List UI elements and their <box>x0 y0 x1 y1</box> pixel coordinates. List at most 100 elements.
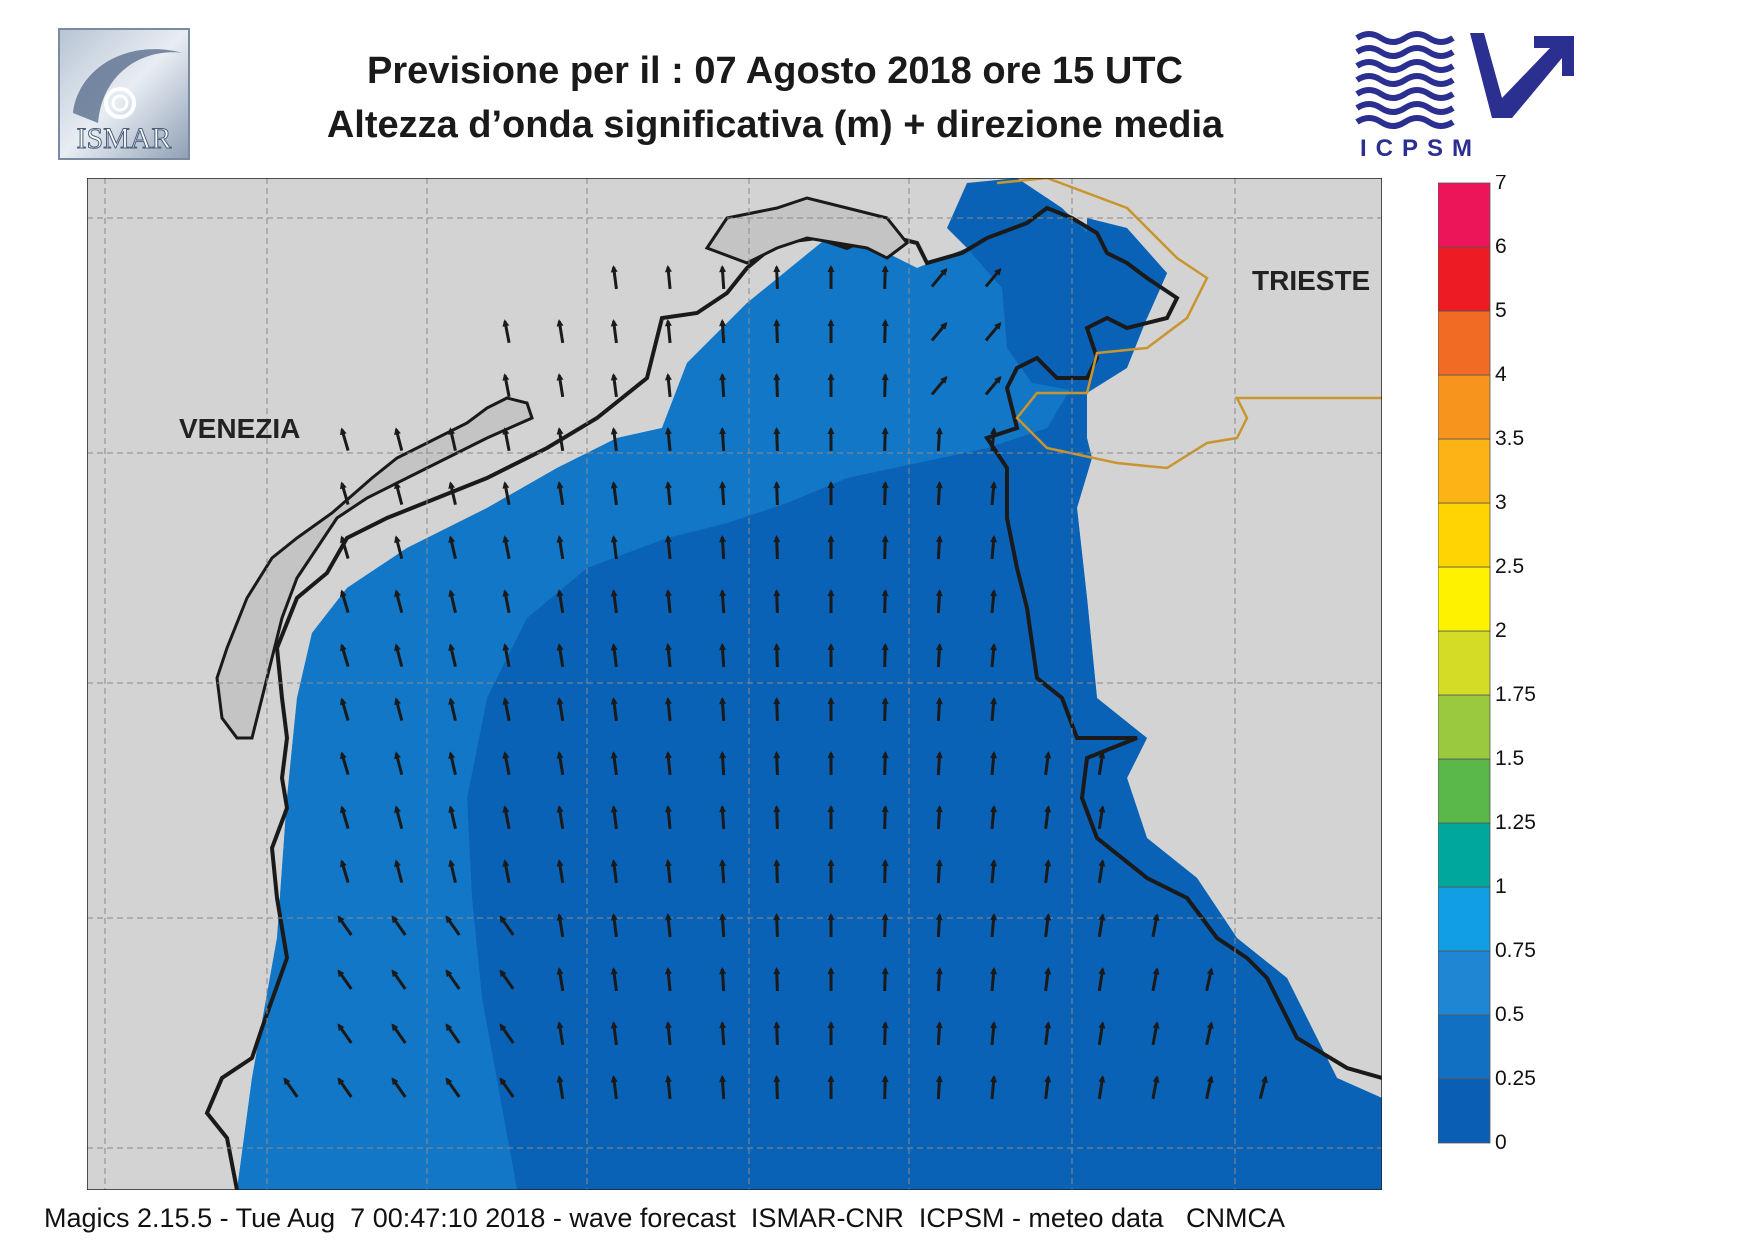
direction-arrow <box>881 481 889 506</box>
direction-arrow <box>394 481 404 506</box>
legend-tick-label: 4 <box>1495 363 1507 386</box>
wave-height-map: VENEZIA TRIESTE <box>87 178 1382 1190</box>
direction-arrow <box>773 481 781 506</box>
sea-zone-0-0.25 <box>467 218 1382 1190</box>
direction-arrow <box>773 1021 781 1046</box>
direction-arrow <box>719 697 727 722</box>
direction-arrow <box>935 427 943 452</box>
national-border <box>996 178 1382 470</box>
direction-arrow <box>990 805 998 830</box>
direction-arrow <box>339 751 350 775</box>
legend-tick-label: 1.75 <box>1495 683 1536 706</box>
direction-arrow <box>394 535 404 560</box>
direction-arrow <box>1205 967 1214 992</box>
direction-arrow <box>719 265 727 290</box>
direction-arrow <box>391 1077 407 1098</box>
direction-arrow <box>990 535 998 560</box>
direction-arrow <box>881 859 889 884</box>
direction-arrow <box>610 535 618 560</box>
direction-arrow <box>664 589 672 614</box>
direction-arrow <box>719 427 727 452</box>
direction-arrow <box>556 427 565 452</box>
direction-arrow <box>827 643 835 668</box>
direction-arrow <box>990 859 998 884</box>
direction-arrow <box>610 373 618 398</box>
direction-arrow <box>773 967 781 992</box>
direction-arrow <box>1097 1021 1106 1046</box>
direction-arrow <box>773 859 781 884</box>
direction-arrow <box>1258 1075 1268 1100</box>
direction-arrow <box>719 319 727 344</box>
direction-arrow <box>719 751 727 776</box>
legend-swatch <box>1438 374 1491 440</box>
direction-arrow <box>556 373 565 398</box>
direction-arrow <box>773 805 781 830</box>
direction-arrow <box>990 589 998 614</box>
label-trieste: TRIESTE <box>1252 265 1370 296</box>
direction-arrow <box>935 751 943 776</box>
legend-swatch <box>1438 438 1491 504</box>
direction-arrow <box>445 969 461 990</box>
direction-arrow <box>499 1023 515 1044</box>
direction-arrow <box>719 1021 727 1046</box>
direction-arrow <box>881 535 889 560</box>
legend-tick-label: 7 <box>1495 175 1507 194</box>
direction-arrow <box>881 751 889 776</box>
direction-arrow <box>773 643 781 668</box>
direction-arrow <box>610 697 618 722</box>
direction-arrow <box>990 1021 998 1046</box>
direction-arrow <box>499 1077 515 1098</box>
direction-arrow <box>394 859 404 884</box>
direction-arrow <box>664 1021 672 1046</box>
direction-arrow <box>502 373 511 398</box>
direction-arrow <box>664 643 672 668</box>
direction-arrow <box>881 697 889 722</box>
direction-arrow <box>448 697 457 722</box>
forecast-title: Previsione per il : 07 Agosto 2018 ore 1… <box>367 50 1183 92</box>
direction-arrow <box>448 589 457 614</box>
ismar-logo: ISMAR <box>58 28 190 160</box>
direction-arrow <box>556 481 565 506</box>
legend-tick-label: 2.5 <box>1495 555 1524 578</box>
direction-arrow <box>610 643 618 668</box>
direction-arrow <box>610 589 618 614</box>
direction-arrow <box>502 481 511 506</box>
direction-arrow <box>502 751 511 776</box>
legend-tick-label: 1.5 <box>1495 747 1524 770</box>
direction-arrow <box>827 751 835 776</box>
direction-arrow <box>556 589 565 614</box>
direction-arrow <box>827 319 835 344</box>
direction-arrow <box>610 859 618 884</box>
direction-arrow <box>1044 859 1052 884</box>
direction-arrow <box>1044 967 1052 992</box>
graticule <box>87 178 1382 1190</box>
direction-arrow <box>610 1075 618 1100</box>
direction-arrow <box>337 915 353 936</box>
direction-arrow <box>339 481 350 505</box>
direction-arrow <box>1097 967 1106 992</box>
direction-arrow <box>556 1075 565 1100</box>
direction-arrow <box>773 319 781 344</box>
direction-arrow <box>990 481 998 506</box>
direction-arrow <box>391 1023 407 1044</box>
direction-arrow <box>1151 1021 1160 1046</box>
legend-swatch <box>1438 1014 1491 1080</box>
direction-arrow <box>984 376 1002 396</box>
legend-tick-label: 6 <box>1495 235 1507 258</box>
direction-arrow <box>773 373 781 398</box>
direction-arrow <box>499 969 515 990</box>
direction-arrow <box>773 589 781 614</box>
direction-arrow <box>556 751 565 776</box>
direction-arrow <box>502 643 511 668</box>
legend-tick-label: 2 <box>1495 619 1507 642</box>
direction-arrow <box>448 751 457 776</box>
direction-arrow <box>445 915 461 936</box>
direction-arrow <box>556 319 565 344</box>
legend-tick-label: 0.5 <box>1495 1003 1524 1026</box>
direction-arrow <box>448 643 457 668</box>
icpsm-logo: ICPSM <box>1355 31 1574 162</box>
legend-swatch <box>1438 310 1491 376</box>
direction-arrow <box>1044 805 1052 830</box>
direction-arrow <box>984 268 1002 288</box>
direction-arrow <box>827 967 835 992</box>
